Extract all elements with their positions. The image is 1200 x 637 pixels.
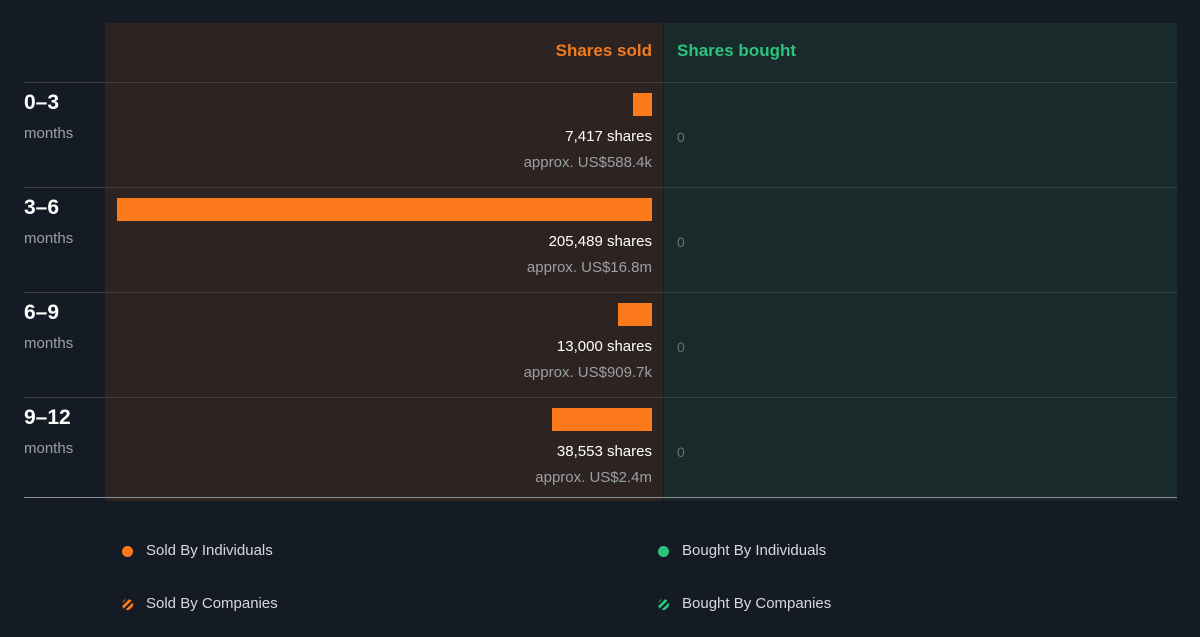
period-unit-label: months — [24, 440, 74, 457]
shares-sold-label: 13,000 shares — [556, 338, 652, 355]
shares-sold-label: 7,417 shares — [565, 128, 652, 145]
shares-bought-label: 0 — [677, 444, 685, 460]
legend-label: Bought By Individuals — [682, 542, 827, 559]
row-separator — [24, 187, 1177, 188]
period-unit-label: months — [24, 125, 74, 142]
sold-bar[interactable] — [117, 198, 652, 221]
row-separator — [24, 82, 1177, 83]
legend-item[interactable]: Bought By Individuals — [658, 541, 826, 561]
shares-bought-label: 0 — [677, 339, 685, 355]
period-label: 6–9 — [24, 301, 60, 324]
value-sold-label: approx. US$16.8m — [526, 259, 652, 276]
shares-bought-label: 0 — [677, 129, 685, 145]
row-separator — [24, 292, 1177, 293]
shares-sold-label: 205,489 shares — [548, 233, 652, 250]
legend-item[interactable]: Bought By Companies — [658, 594, 831, 614]
period-label: 3–6 — [24, 196, 60, 219]
shares-bought-panel — [664, 23, 1177, 501]
sold-bar[interactable] — [551, 408, 652, 431]
value-sold-label: approx. US$2.4m — [535, 469, 652, 486]
period-unit-label: months — [24, 230, 74, 247]
sold-bar[interactable] — [632, 93, 652, 116]
hatched-dot-icon — [658, 598, 669, 610]
shares-bought-header: Shares bought — [677, 41, 797, 60]
legend-item[interactable]: Sold By Companies — [122, 594, 278, 614]
dot-icon — [122, 545, 133, 557]
value-sold-label: approx. US$588.4k — [523, 154, 652, 171]
shares-bought-label: 0 — [677, 234, 685, 250]
shares-sold-label: 38,553 shares — [556, 443, 652, 460]
shares-sold-header: Shares sold — [555, 41, 652, 60]
dot-icon — [658, 545, 669, 557]
period-unit-label: months — [24, 335, 74, 352]
legend-item[interactable]: Sold By Individuals — [122, 541, 273, 561]
legend-label: Sold By Companies — [146, 595, 278, 612]
legend-label: Sold By Individuals — [146, 542, 273, 559]
period-label: 9–12 — [24, 406, 71, 429]
value-sold-label: approx. US$909.7k — [523, 364, 652, 381]
hatched-dot-icon — [122, 598, 133, 610]
legend-label: Bought By Companies — [682, 595, 832, 612]
row-separator — [24, 397, 1177, 398]
sold-bar[interactable] — [618, 303, 652, 326]
chart-bottom-axis — [24, 497, 1177, 498]
period-label: 0–3 — [24, 91, 60, 114]
